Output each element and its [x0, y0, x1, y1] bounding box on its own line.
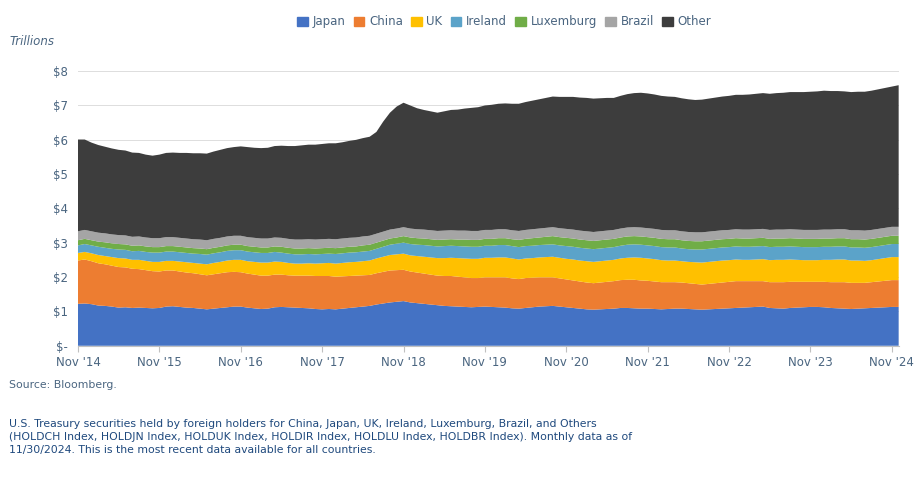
Text: U.S. Treasury securities held by foreign holders for China, Japan, UK, Ireland, : U.S. Treasury securities held by foreign… — [9, 419, 633, 455]
Legend: Japan, China, UK, Ireland, Luxemburg, Brazil, Other: Japan, China, UK, Ireland, Luxemburg, Br… — [293, 11, 716, 33]
Text: Trillions: Trillions — [9, 35, 54, 48]
Text: Source: Bloomberg.: Source: Bloomberg. — [9, 380, 117, 390]
